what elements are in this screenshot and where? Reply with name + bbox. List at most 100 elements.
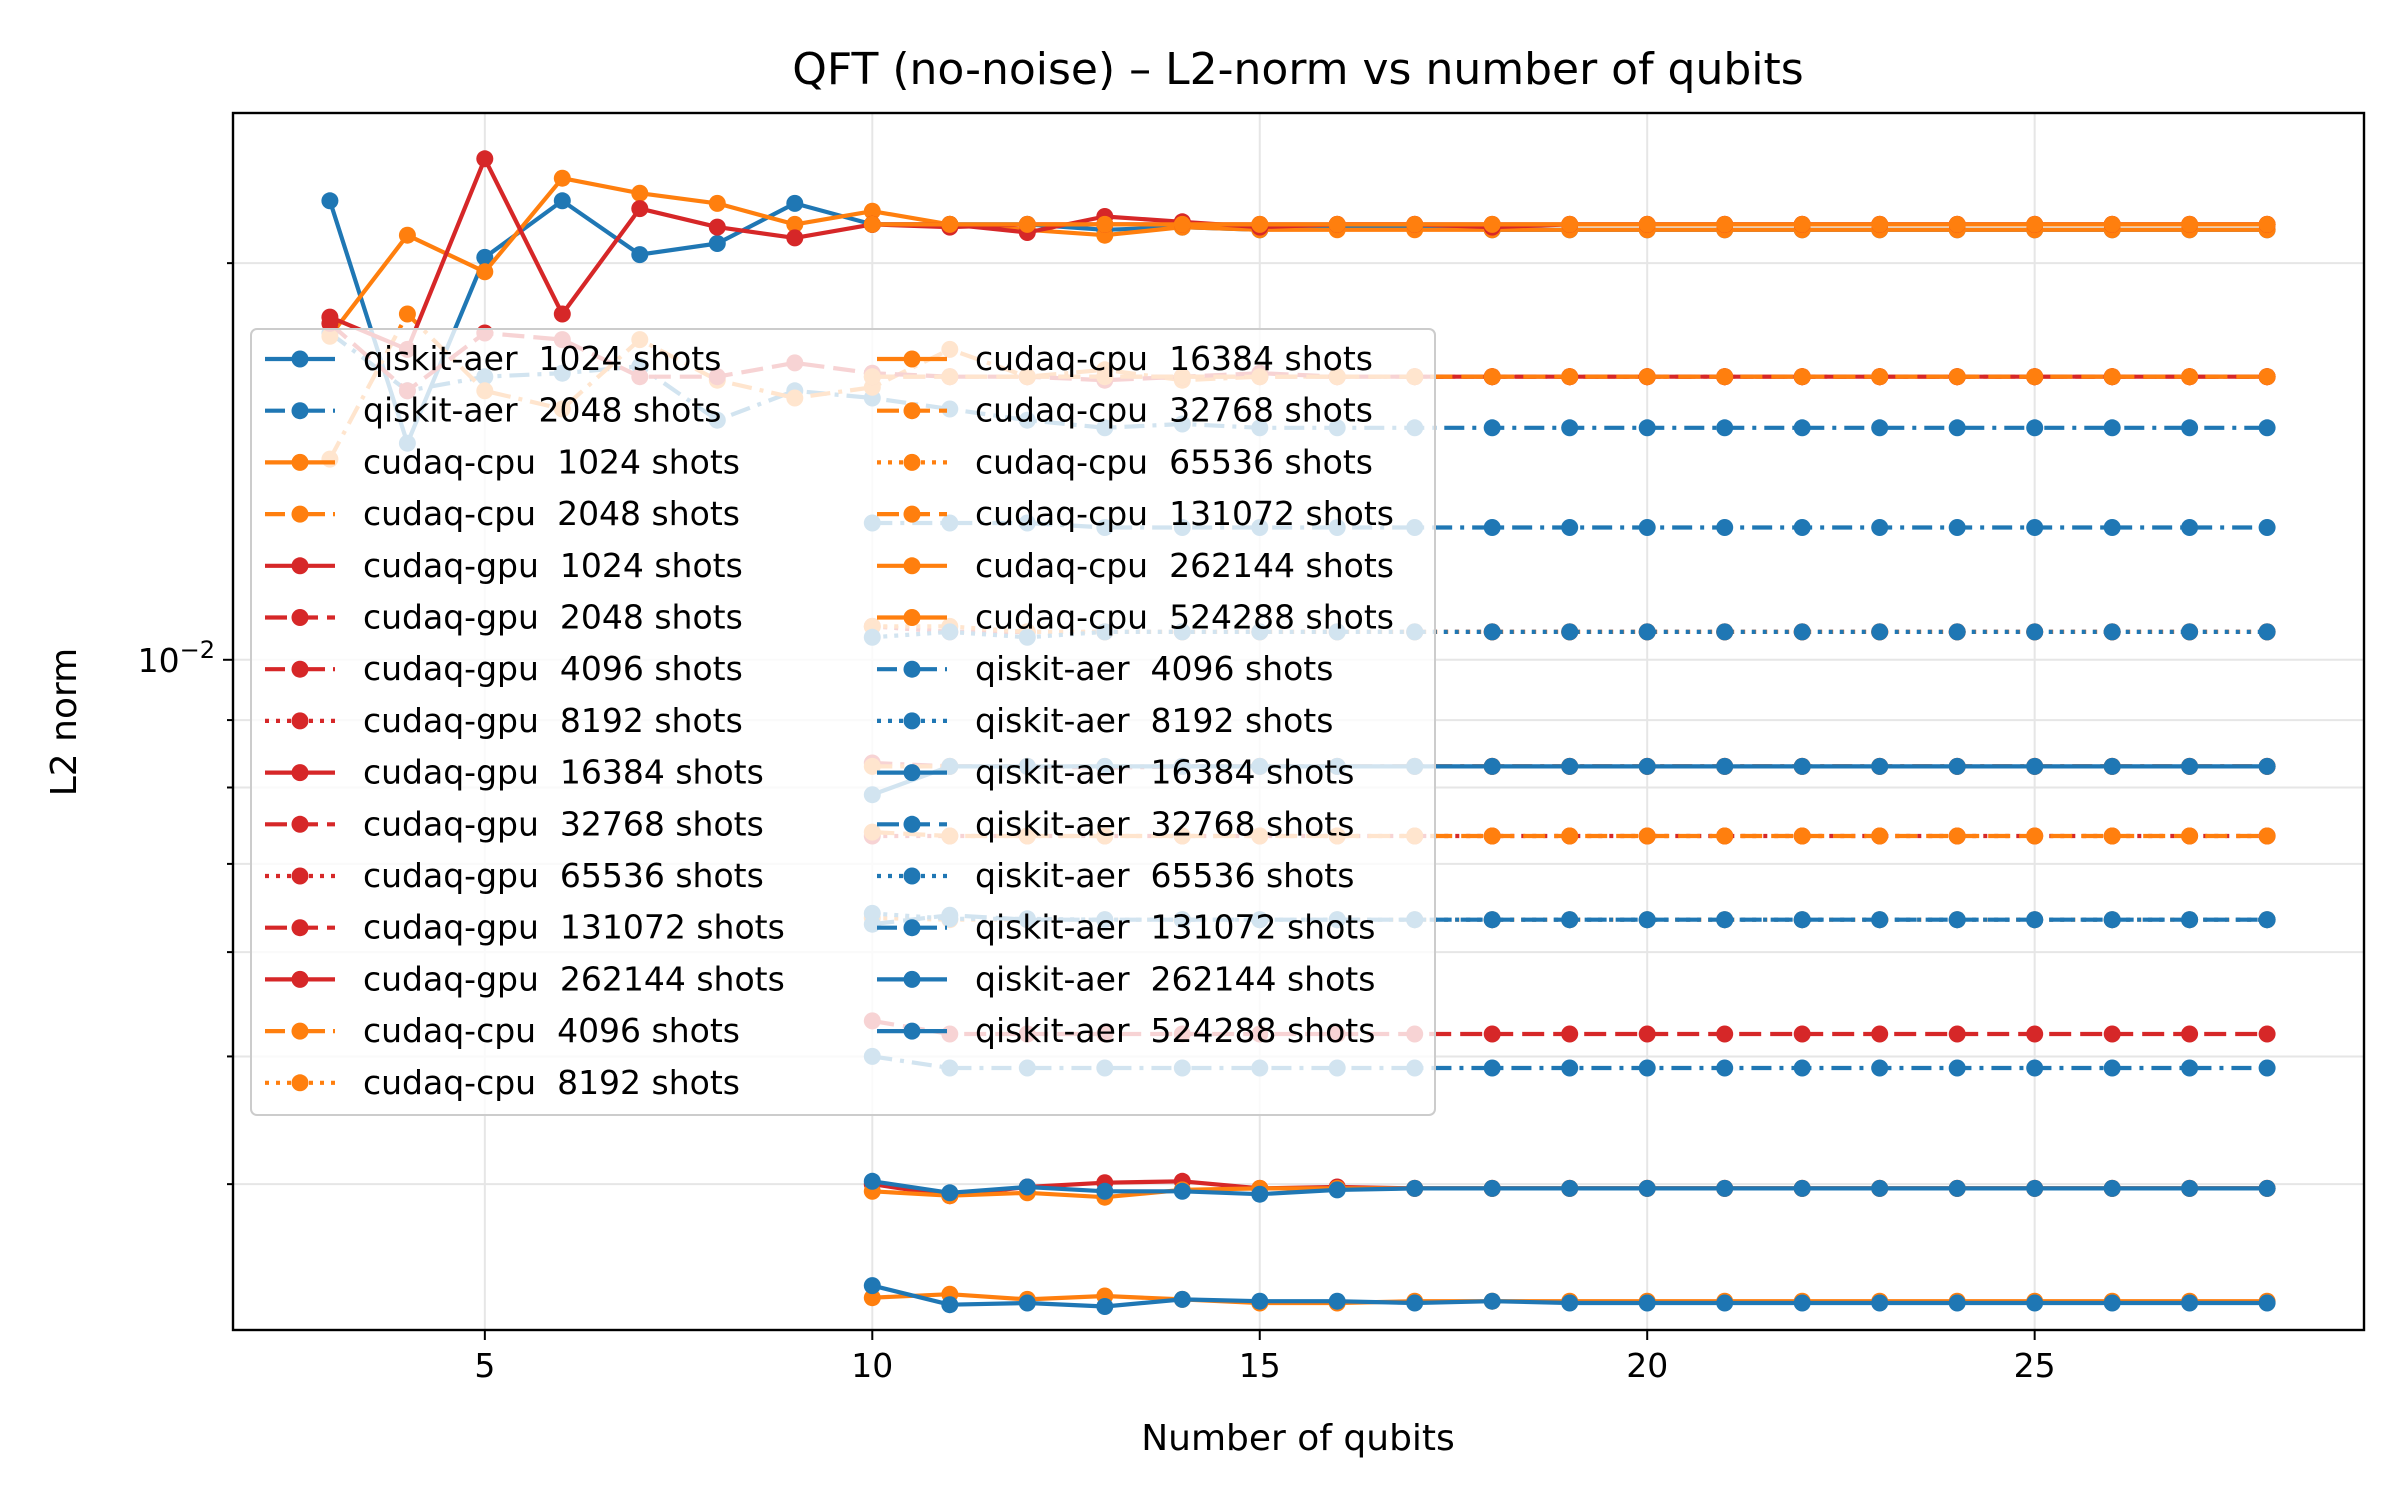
data-point <box>2103 215 2121 233</box>
data-point <box>1716 827 1734 845</box>
data-point <box>1483 1025 1501 1043</box>
legend-label: cudaq-cpu 4096 shots <box>363 1011 740 1050</box>
data-point <box>2181 827 2199 845</box>
legend-label: cudaq-gpu 16384 shots <box>363 753 764 792</box>
legend-label: cudaq-cpu 8192 shots <box>363 1063 740 1102</box>
data-point <box>786 229 804 247</box>
data-point <box>2026 1294 2044 1312</box>
plot-frame <box>231 111 2366 1332</box>
legend-label: cudaq-cpu 524288 shots <box>975 598 1394 637</box>
data-point <box>2026 757 2044 775</box>
data-point <box>708 194 726 212</box>
legend-marker <box>291 609 309 626</box>
axis-ticks: 5 10 15 20 25 10−2 <box>138 262 2056 1385</box>
data-point <box>1948 757 1966 775</box>
data-point <box>2258 757 2276 775</box>
legend-item: cudaq-gpu 8192 shots <box>265 701 743 740</box>
data-point <box>1328 1292 1346 1310</box>
data-point <box>1871 827 1889 845</box>
legend-item: cudaq-gpu 131072 shots <box>265 908 785 947</box>
data-point <box>2181 368 2199 386</box>
legend-marker <box>903 505 921 523</box>
data-point <box>2181 623 2199 641</box>
data-point <box>1638 827 1656 845</box>
data-point <box>2258 1025 2276 1043</box>
legend-item: qiskit-aer 131072 shots <box>877 908 1375 947</box>
data-point <box>941 1184 959 1202</box>
legend-label: qiskit-aer 131072 shots <box>975 908 1375 947</box>
legend-item: cudaq-gpu 2048 shots <box>265 598 743 637</box>
data-point <box>1483 368 1501 386</box>
legend-item: cudaq-gpu 32768 shots <box>265 804 764 843</box>
legend-label: qiskit-aer 16384 shots <box>975 753 1354 792</box>
data-point <box>1948 1294 1966 1312</box>
data-point <box>1871 215 1889 233</box>
data-point <box>1716 1025 1734 1043</box>
data-point <box>476 263 494 281</box>
data-point <box>2258 1294 2276 1312</box>
data-point <box>631 184 649 202</box>
x-axis-label: Number of qubits <box>1141 1418 1455 1459</box>
series <box>863 1172 2276 1203</box>
data-point <box>2103 757 2121 775</box>
data-point <box>2181 1179 2199 1197</box>
data-point <box>708 235 726 252</box>
legend-marker <box>291 453 309 471</box>
data-point <box>1871 1294 1889 1312</box>
legend-marker <box>291 557 309 575</box>
data-point <box>1793 215 1811 233</box>
data-point <box>1793 419 1811 437</box>
data-point <box>1638 1179 1656 1197</box>
data-point <box>1173 1182 1191 1200</box>
data-point <box>1561 1294 1579 1312</box>
data-point <box>2026 911 2044 929</box>
data-point <box>1096 215 1114 233</box>
data-point <box>1793 1294 1811 1312</box>
data-point <box>1871 519 1889 536</box>
data-point <box>1638 368 1656 386</box>
data-point <box>2026 827 2044 845</box>
data-point <box>1561 1059 1579 1077</box>
legend-item: cudaq-cpu 1024 shots <box>265 442 740 481</box>
data-point <box>1716 215 1734 233</box>
data-point <box>1716 1059 1734 1077</box>
data-point <box>1871 757 1889 775</box>
data-point <box>1716 519 1734 536</box>
legend-item: cudaq-cpu 8192 shots <box>265 1063 740 1102</box>
data-point <box>1871 419 1889 437</box>
data-point <box>1173 1290 1191 1308</box>
legend-label: cudaq-gpu 65536 shots <box>363 856 764 895</box>
data-point <box>1406 1179 1424 1197</box>
data-point <box>2258 911 2276 929</box>
data-point <box>1328 1181 1346 1199</box>
data-point <box>2103 1179 2121 1197</box>
data-point <box>786 215 804 233</box>
data-point <box>1793 757 1811 775</box>
data-point <box>321 192 339 210</box>
data-point <box>863 1277 881 1295</box>
data-point <box>1638 1294 1656 1312</box>
data-point <box>2181 519 2199 536</box>
legend-item: qiskit-aer 524288 shots <box>877 1011 1375 1050</box>
legend-marker <box>291 1022 309 1040</box>
legend-marker <box>903 919 921 937</box>
data-point <box>1716 623 1734 641</box>
x-tick-label: 10 <box>851 1346 893 1385</box>
legend-marker <box>903 712 921 730</box>
y-axis-label: L2 norm <box>44 648 85 796</box>
data-point <box>1638 215 1656 233</box>
data-point <box>1328 215 1346 233</box>
data-point <box>1948 623 1966 641</box>
data-point <box>2181 215 2199 233</box>
data-point <box>1871 1025 1889 1043</box>
data-point <box>1483 623 1501 641</box>
legend-item: cudaq-gpu 4096 shots <box>265 649 743 688</box>
data-point <box>941 1296 959 1314</box>
data-point <box>1793 911 1811 929</box>
data-point <box>1638 519 1656 536</box>
data-point <box>863 1289 881 1307</box>
y-tick-label: 10−2 <box>138 636 215 680</box>
data-point <box>2026 215 2044 233</box>
legend-item: qiskit-aer 32768 shots <box>877 804 1354 843</box>
data-point <box>1483 519 1501 536</box>
